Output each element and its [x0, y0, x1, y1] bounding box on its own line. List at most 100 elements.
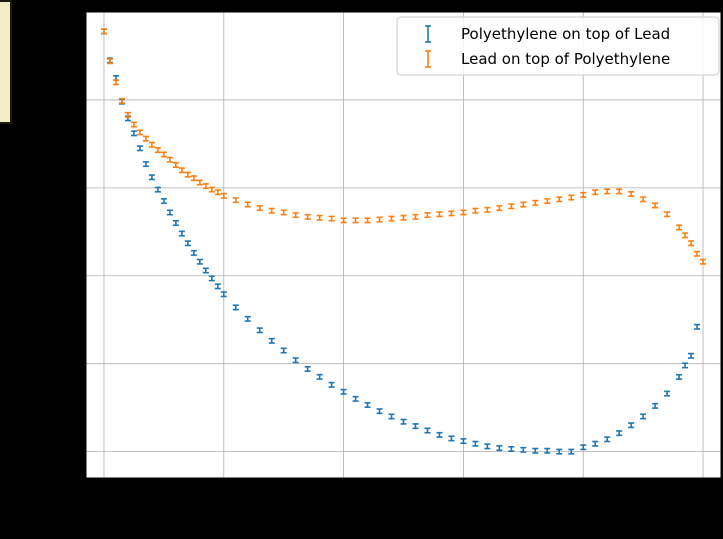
error-bar-point	[694, 323, 701, 330]
error-bar-point	[244, 201, 251, 208]
error-bar-point	[106, 58, 113, 65]
series-lead-on-polyethylene	[100, 28, 707, 265]
error-bar-point	[448, 210, 455, 217]
legend-label: Lead on top of Polyethylene	[461, 50, 670, 68]
error-bar-point	[412, 423, 419, 430]
error-bar-point	[544, 447, 551, 454]
error-bar-point	[496, 205, 503, 212]
error-bar-point	[256, 327, 263, 334]
y-tick-label: 0.5	[53, 443, 77, 461]
error-bar-point	[142, 135, 149, 142]
error-bar-point	[580, 444, 587, 451]
error-bar-point	[664, 211, 671, 218]
error-bar-point	[532, 447, 539, 454]
error-bar-point	[568, 194, 575, 201]
error-bar-point	[148, 174, 155, 181]
error-bar-point	[232, 304, 239, 311]
error-bar-point	[508, 203, 515, 210]
error-bar-point	[682, 232, 689, 239]
error-bar-point	[694, 250, 701, 257]
error-bar-point	[544, 198, 551, 205]
error-bar-point	[172, 220, 179, 227]
error-bar-point	[496, 445, 503, 452]
error-bar-point	[202, 183, 209, 190]
error-bar-point	[214, 189, 221, 196]
x-tick-label: 80	[574, 486, 593, 504]
axis-ticks: 0 20 40 60 80 100 0.5 0.6 0.7 0.8 0.9 1.0	[53, 3, 717, 504]
error-bar-point	[340, 217, 347, 224]
error-bar-point	[460, 438, 467, 445]
error-bar-point	[178, 167, 185, 174]
error-bar-point	[424, 212, 431, 219]
error-bar-point	[448, 435, 455, 442]
y-tick-label: 0.7	[53, 267, 77, 285]
x-tick-label: 20	[214, 486, 233, 504]
error-bar-point	[340, 388, 347, 395]
error-bar-point	[508, 445, 515, 452]
x-axis-label: Percentage of shielding mass in Polyethy…	[218, 516, 588, 534]
error-bar-point	[628, 191, 635, 198]
error-bar-point	[208, 186, 215, 193]
error-bar-point	[112, 79, 119, 86]
error-bar-point	[568, 448, 575, 455]
error-bar-point	[616, 188, 623, 195]
error-bar-point	[130, 121, 137, 128]
error-bar-point	[100, 28, 107, 35]
error-bar-point	[136, 129, 143, 136]
error-bar-point	[190, 249, 197, 256]
error-bar-point	[172, 161, 179, 168]
error-bar-point	[460, 209, 467, 216]
error-bar-point	[304, 365, 311, 372]
legend-item: Polyethylene on top of Lead	[425, 25, 670, 43]
error-bar-point	[268, 207, 275, 214]
error-bar-point	[676, 373, 683, 380]
error-bar-point	[316, 214, 323, 221]
error-bar-point	[652, 202, 659, 209]
error-bar-point	[604, 188, 611, 195]
error-bar-point	[388, 215, 395, 222]
error-bar-point	[118, 97, 125, 104]
error-bar-point	[352, 217, 359, 224]
error-bar-point	[664, 390, 671, 397]
error-bar-point	[532, 199, 539, 206]
error-bar-point	[142, 161, 149, 168]
error-bar-point	[328, 215, 335, 222]
error-bar-point	[292, 357, 299, 364]
error-bar-point	[400, 418, 407, 425]
error-bar-point	[640, 196, 647, 203]
error-bar-point	[202, 267, 209, 274]
error-bar-point	[592, 189, 599, 196]
error-bar-point	[160, 198, 167, 205]
error-bar-point	[436, 211, 443, 218]
x-tick-label: 100	[689, 486, 718, 504]
error-bar-point	[196, 179, 203, 186]
error-bar-point	[184, 240, 191, 247]
legend-label: Polyethylene on top of Lead	[461, 25, 670, 43]
error-bar-point	[472, 207, 479, 214]
error-bar-point	[316, 373, 323, 380]
error-bar-point	[628, 422, 635, 429]
error-bar-point	[196, 258, 203, 265]
error-bar-point	[700, 258, 707, 265]
error-bar-point	[244, 315, 251, 322]
legend-box	[396, 16, 720, 76]
error-bar-point	[364, 217, 371, 224]
plot-frame	[85, 11, 722, 479]
overlay-note-box	[0, 0, 12, 124]
error-bar-point	[280, 209, 287, 216]
error-bar-point	[328, 381, 335, 388]
error-bar-point	[304, 213, 311, 220]
y-tick-label: 0.6	[53, 355, 77, 373]
error-bar-point	[604, 436, 611, 443]
data-series	[100, 28, 707, 455]
error-bar-point	[130, 130, 137, 137]
y-tick-label: 0.8	[53, 179, 77, 197]
error-bar-point	[220, 192, 227, 199]
error-bar-point	[154, 147, 161, 154]
error-bar-point	[220, 291, 227, 298]
error-bar-point	[136, 145, 143, 152]
error-bar-point	[178, 230, 185, 237]
error-bar-point	[268, 337, 275, 344]
error-bar-point	[520, 201, 527, 208]
